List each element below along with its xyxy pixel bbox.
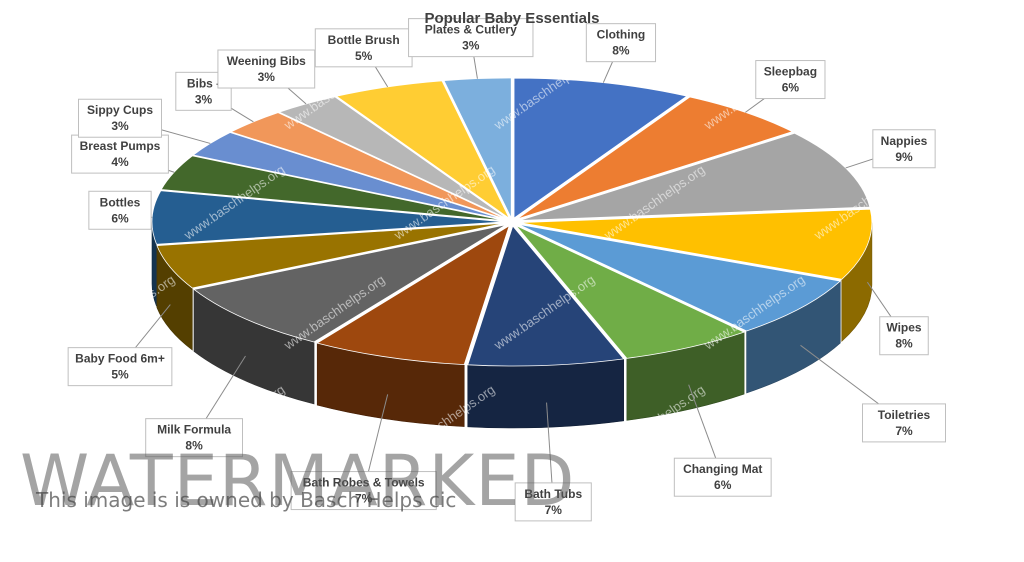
label-box: [872, 129, 936, 169]
data-label: Weening Bibs 3%: [217, 49, 316, 105]
label-category: Weening Bibs: [227, 54, 306, 68]
data-label: Changing Mat 6%: [673, 384, 772, 497]
label-category: Toiletries: [878, 408, 931, 422]
label-percent: 6%: [782, 81, 800, 95]
pie-tops: [151, 77, 873, 367]
data-label: Toiletries 7%: [800, 344, 946, 443]
label-box: [408, 18, 534, 58]
label-category: Milk Formula: [157, 423, 231, 437]
data-label: Bath Tubs 7%: [514, 402, 592, 522]
label-box: [314, 28, 413, 68]
label-percent: 8%: [895, 337, 913, 351]
label-category: Breast Pumps: [80, 139, 161, 153]
watermark-tile: www.baschhelps.org: [910, 52, 1017, 133]
data-label: Bottles 6%: [88, 190, 153, 230]
label-percent: 8%: [185, 439, 203, 453]
label-percent: 3%: [111, 119, 129, 133]
label-category: Plates & Cutlery: [425, 23, 517, 37]
pie-slice: [518, 223, 842, 332]
data-label: Milk Formula 8%: [145, 355, 246, 458]
label-percent: 5%: [111, 368, 129, 382]
pie-slice: [519, 208, 873, 280]
label-box: [585, 23, 657, 63]
pie-slice: [156, 222, 505, 289]
label-percent: 3%: [195, 92, 213, 106]
label-category: Bottle Brush: [328, 33, 400, 47]
label-percent: 8%: [612, 44, 630, 58]
chart-title: Popular Baby Essentials: [424, 10, 600, 27]
data-label: Bottle Brush 5%: [314, 28, 413, 88]
label-box: [514, 482, 592, 522]
pie-slice: [192, 132, 506, 221]
label-box: [145, 418, 243, 458]
label-percent: 7%: [895, 424, 913, 438]
label-percent: 6%: [111, 211, 129, 225]
label-box: [78, 98, 162, 138]
pie-slice: [467, 225, 625, 367]
label-percent: 6%: [714, 478, 732, 492]
data-label: Clothing 8%: [585, 23, 657, 83]
label-category: Sleepbag: [764, 65, 817, 79]
data-labels: Clothing8%Sleepbag6%Nappies9%Wipes8%Toil…: [67, 18, 946, 522]
pie-slice: [519, 132, 871, 221]
data-label: Baby Food 6m+ 5%: [67, 304, 173, 387]
data-label: Sleepbag 6%: [745, 60, 826, 113]
data-label: Bath Robes & Towels 7%: [290, 394, 437, 511]
pie-slice: [316, 224, 510, 366]
watermark-text: WATERMARKED: [20, 440, 576, 522]
label-box: [217, 49, 316, 89]
label-box: [673, 457, 772, 497]
pie-slice: [515, 225, 746, 359]
data-label: Wipes 8%: [866, 281, 929, 356]
data-label: Breast Pumps 4%: [71, 134, 175, 174]
watermark-tile: www.baschhelps.org: [1020, 162, 1024, 243]
pie-slice: [516, 96, 794, 220]
watermark-tile: www.baschhelps.org: [1020, 382, 1024, 463]
label-category: Bath Tubs: [524, 487, 582, 501]
label-percent: 3%: [258, 70, 276, 84]
label-box: [88, 190, 152, 230]
label-box: [67, 347, 173, 387]
pie-sides: [151, 221, 873, 429]
label-percent: 7%: [545, 503, 563, 517]
pie-slice: [278, 96, 508, 220]
label-category: Wipes: [886, 321, 922, 335]
label-percent: 3%: [462, 39, 480, 53]
data-label: Nappies 9%: [845, 129, 936, 169]
label-category: Nappies: [881, 134, 928, 148]
watermark-tile: www.baschhelps.org: [0, 162, 78, 243]
label-category: Clothing: [597, 28, 646, 42]
label-category: Changing Mat: [683, 462, 762, 476]
label-percent: 4%: [111, 155, 129, 169]
pie-slice: [443, 77, 512, 219]
label-percent: 5%: [355, 49, 373, 63]
label-box: [290, 471, 437, 511]
data-label: Sippy Cups 3%: [78, 98, 211, 144]
label-category: Sippy Cups: [87, 103, 153, 117]
label-percent: 9%: [895, 150, 913, 164]
watermark-tile: www.baschhelps.org: [1020, 0, 1024, 23]
label-category: Bath Robes & Towels: [303, 476, 425, 490]
label-category: Bibs -: [187, 76, 220, 90]
pie-slice: [151, 190, 505, 245]
label-box: [862, 403, 946, 443]
label-category: Baby Food 6m+: [75, 352, 165, 366]
watermark-owner-text: This image is is owned by Basch Helps ci…: [36, 488, 457, 512]
label-category: Bottles: [100, 195, 141, 209]
label-box: [755, 60, 826, 100]
pie-slice: [193, 224, 507, 343]
label-percent: 7%: [355, 492, 373, 506]
pie-slice: [229, 112, 507, 220]
label-box: [879, 316, 929, 356]
data-label: Plates & Cutlery 3%: [408, 18, 534, 79]
